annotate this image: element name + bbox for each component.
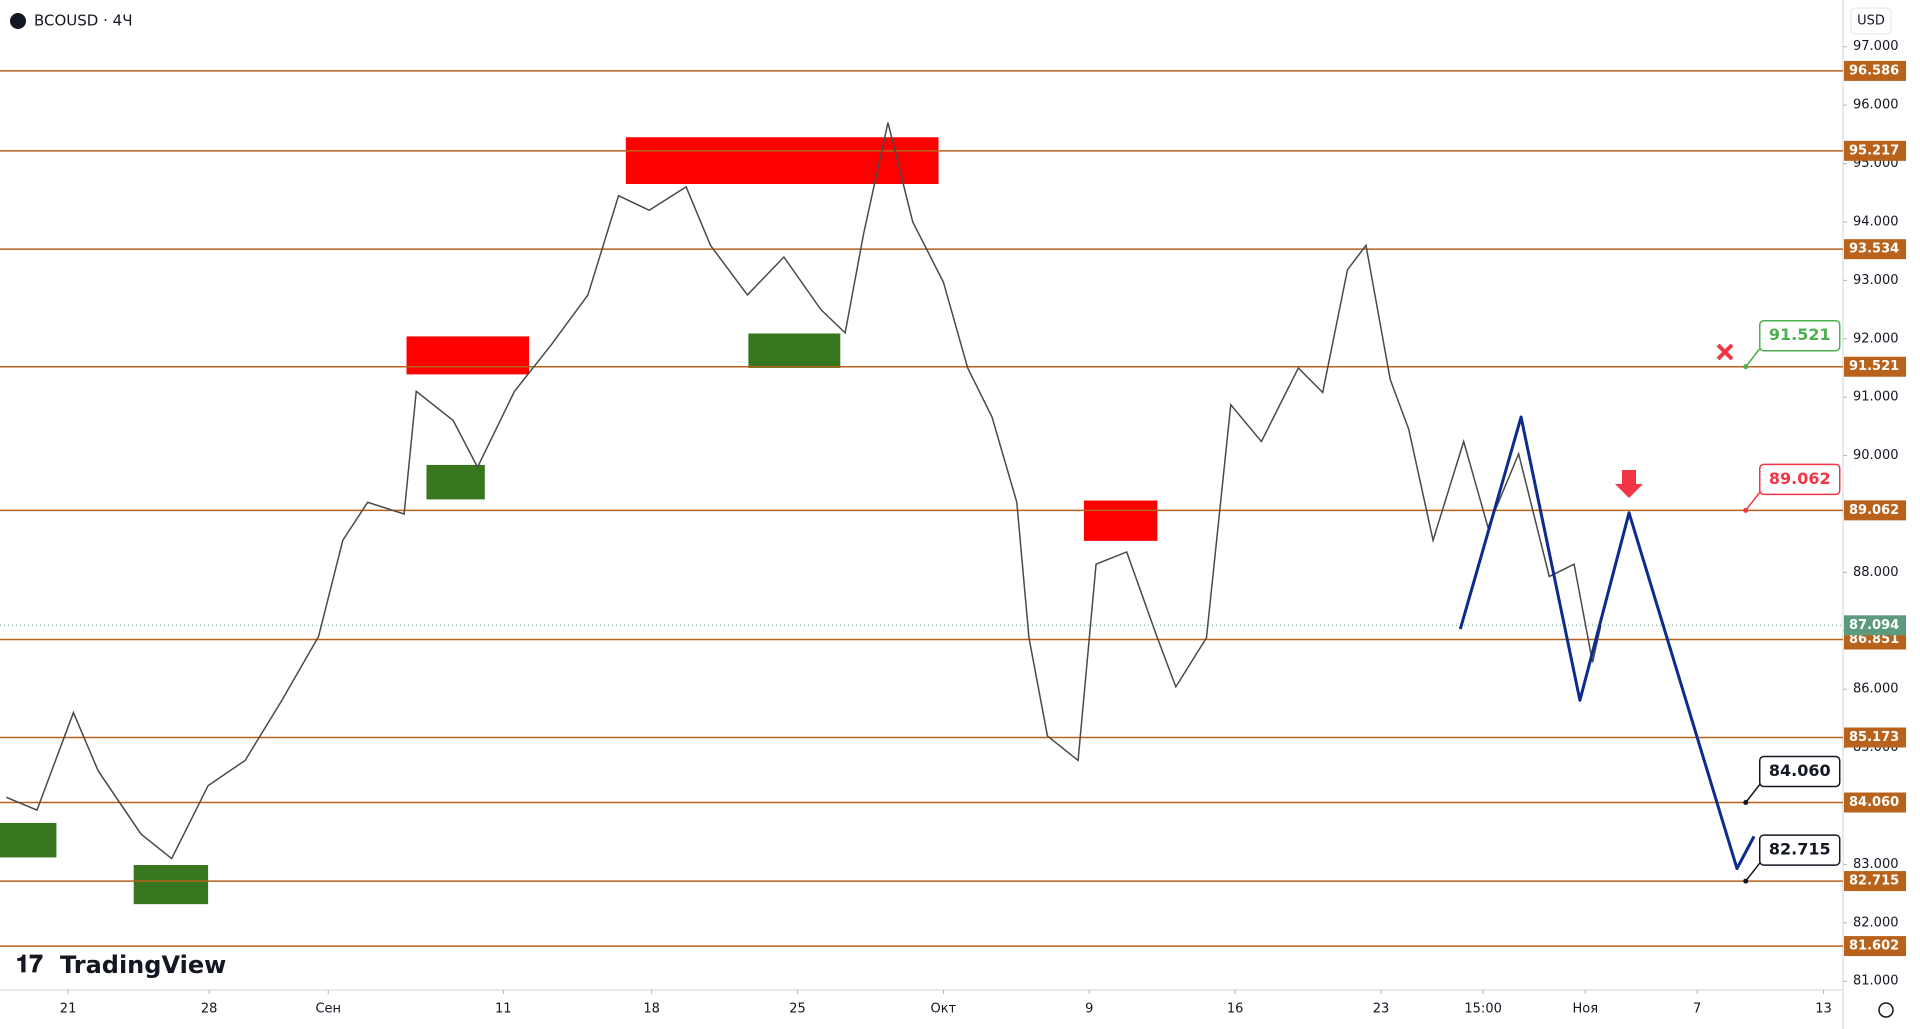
callout-label: 89.062 <box>1769 469 1831 488</box>
x-tick-label: 13 <box>1815 1002 1832 1017</box>
x-tick-label: 23 <box>1373 1002 1390 1017</box>
x-tick-label: Сен <box>315 1002 341 1017</box>
x-tick-label: Окт <box>931 1002 957 1017</box>
y-tick-label: 93.000 <box>1853 273 1899 288</box>
logo-text: TradingView <box>60 951 226 979</box>
y-tick-label: 96.000 <box>1853 98 1899 113</box>
y-tick-label: 82.000 <box>1853 915 1899 930</box>
level-label-box <box>1844 936 1906 957</box>
callout-pointer <box>1745 491 1761 511</box>
callout-label: 84.060 <box>1769 761 1831 780</box>
level-label: 95.217 <box>1849 143 1899 158</box>
level-label: 82.715 <box>1849 874 1899 889</box>
x-tick-label: 15:00 <box>1464 1002 1501 1017</box>
level-label: 93.534 <box>1849 242 1899 257</box>
currency[interactable]: USD <box>1857 14 1885 29</box>
zone <box>406 336 530 375</box>
level-label: 81.602 <box>1849 939 1899 954</box>
callout-label: 82.715 <box>1769 840 1831 859</box>
current-price-box <box>1844 615 1906 636</box>
x-tick-label: 9 <box>1085 1002 1093 1017</box>
zone <box>748 333 841 368</box>
callout-pointer <box>1745 862 1761 882</box>
down-arrow-marker <box>1615 470 1643 498</box>
level-label-box <box>1844 871 1906 892</box>
level-label: 85.173 <box>1849 730 1899 745</box>
callout-label: 91.521 <box>1769 325 1831 344</box>
y-tick-label: 81.000 <box>1853 974 1899 989</box>
y-tick-label: 88.000 <box>1853 565 1899 580</box>
x-tick-label: 25 <box>789 1002 806 1017</box>
level-label: 86.851 <box>1849 632 1899 647</box>
zone <box>133 865 209 905</box>
callout-box <box>1758 834 1841 866</box>
level-label-box <box>1844 239 1906 260</box>
x-tick-label: 28 <box>201 1002 218 1017</box>
level-label: 84.060 <box>1849 795 1899 810</box>
y-tick-label: 86.000 <box>1853 682 1899 697</box>
y-tick-label: 83.000 <box>1853 857 1899 872</box>
x-tick-label: Ноя <box>1572 1002 1598 1017</box>
currency-box[interactable] <box>1850 7 1892 35</box>
y-tick-label: 94.000 <box>1853 214 1899 229</box>
level-label: 91.521 <box>1849 359 1899 374</box>
level-label-box <box>1844 792 1906 813</box>
logo: 𝟏𝟕 TradingView <box>16 950 226 979</box>
level-label-box <box>1844 356 1906 377</box>
cross-marker <box>1716 343 1734 361</box>
y-tick-label: 92.000 <box>1853 331 1899 346</box>
zone <box>625 137 939 184</box>
callout-pointer <box>1745 784 1761 803</box>
level-label-box <box>1844 140 1906 161</box>
level-label-box <box>1844 60 1906 81</box>
y-tick-label: 97.000 <box>1853 39 1899 54</box>
symbol-title: BCOUSD · 4Ч <box>34 12 133 30</box>
x-tick-label: 18 <box>643 1002 660 1017</box>
level-label: 89.062 <box>1849 503 1899 518</box>
zone <box>1083 500 1158 541</box>
level-label-box <box>1844 727 1906 748</box>
settings-icon[interactable] <box>1878 1002 1894 1018</box>
zone <box>0 822 57 858</box>
level-label-box <box>1844 500 1906 521</box>
price-line <box>6 122 1602 860</box>
logo-mark: 𝟏𝟕 <box>16 950 43 978</box>
x-tick-label: 7 <box>1693 1002 1701 1017</box>
x-tick-label: 11 <box>495 1002 512 1017</box>
callout-box <box>1758 319 1841 352</box>
callout-box <box>1758 755 1841 788</box>
x-tick-label: 16 <box>1227 1002 1244 1017</box>
callout-pointer <box>1745 348 1761 368</box>
callout-box <box>1758 463 1841 496</box>
level-label: 96.586 <box>1849 63 1899 78</box>
y-tick-label: 91.000 <box>1853 390 1899 405</box>
current-price-label: 87.094 <box>1849 618 1899 633</box>
projection-line <box>1458 415 1756 871</box>
x-tick-label: 21 <box>60 1002 77 1017</box>
y-tick-label: 90.000 <box>1853 448 1899 463</box>
symbol-icon <box>10 13 26 29</box>
zone <box>426 464 485 500</box>
